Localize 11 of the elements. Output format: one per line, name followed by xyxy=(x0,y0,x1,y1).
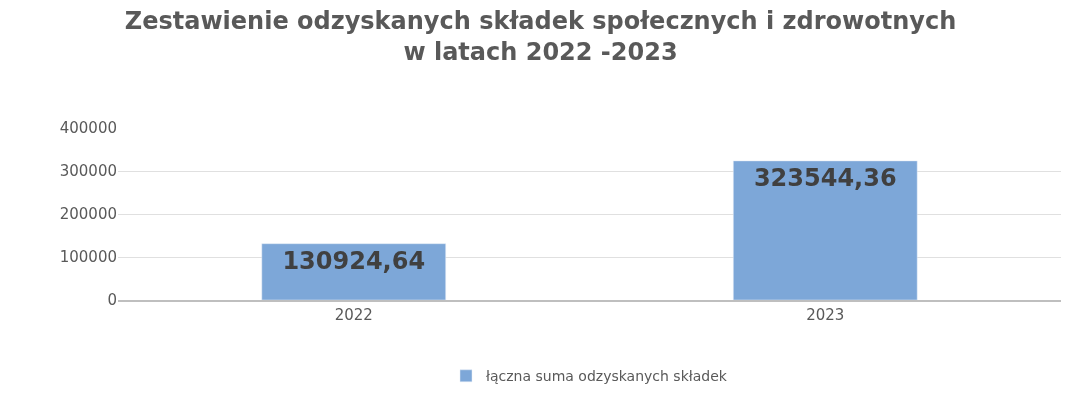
x-tick-label: 2023 xyxy=(806,306,845,324)
y-tick-label: 300000 xyxy=(59,162,117,181)
chart-title: Zestawienie odzyskanych składek społecznych i zdrowotnych w latach 2022 -2023 xyxy=(124,6,957,67)
y-tick-label: 200000 xyxy=(59,205,117,224)
legend-label: łączna suma odzyskanych składek xyxy=(486,368,728,385)
data-label: 323544,36 xyxy=(753,163,897,192)
y-tick-label: 100000 xyxy=(59,248,117,267)
y-tick-label: 0 xyxy=(107,291,117,310)
y-tick-label: 400000 xyxy=(59,119,117,138)
data-label: 130924,64 xyxy=(282,246,426,275)
x-tick-label: 2022 xyxy=(334,306,373,324)
